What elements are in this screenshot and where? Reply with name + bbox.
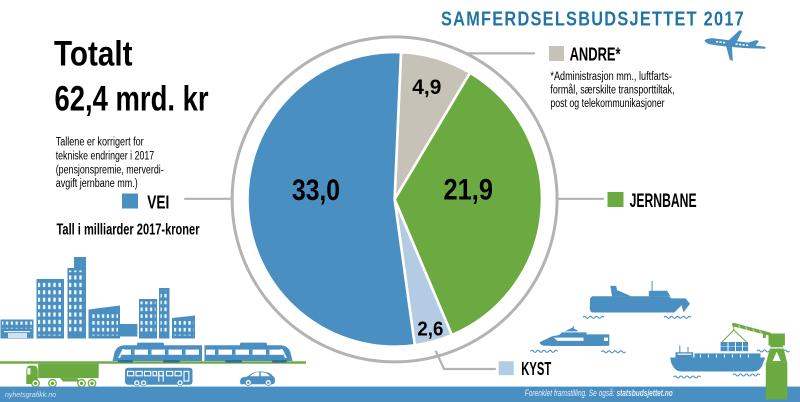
svg-text:2,6: 2,6	[417, 318, 443, 341]
svg-text:nyhetsgrafikk.no: nyhetsgrafikk.no	[5, 390, 56, 399]
svg-text:VEI: VEI	[147, 191, 169, 212]
svg-text:33,0: 33,0	[292, 174, 340, 207]
svg-text:post og telekommunikasjoner: post og telekommunikasjoner	[550, 98, 664, 110]
svg-text:SAMFERDSELSBUDSJETTET 2017: SAMFERDSELSBUDSJETTET 2017	[441, 7, 745, 30]
svg-text:tekniske endringer i 2017: tekniske endringer i 2017	[56, 151, 155, 163]
svg-text:21,9: 21,9	[444, 173, 494, 206]
svg-text:JERNBANE: JERNBANE	[630, 191, 697, 212]
svg-text:4,9: 4,9	[412, 75, 441, 99]
svg-text:(pensjonspremie, merverdi-: (pensjonspremie, merverdi-	[56, 164, 164, 176]
svg-text:ANDRE*: ANDRE*	[570, 45, 621, 65]
svg-text:Tallene er korrigert for: Tallene er korrigert for	[56, 137, 144, 149]
svg-text:Totalt: Totalt	[54, 35, 133, 74]
svg-text:KYST: KYST	[521, 359, 551, 379]
svg-text:avgift jernbane mm.): avgift jernbane mm.)	[56, 178, 138, 190]
svg-text:62,4 mrd. kr: 62,4 mrd. kr	[55, 80, 209, 119]
svg-text:Forenklet framstilling. Se ogs: Forenklet framstilling. Se også: statsbu…	[525, 388, 673, 398]
svg-text:Tall i milliarder 2017-kroner: Tall i milliarder 2017-kroner	[57, 222, 200, 239]
svg-text:formål, særskilte transporttil: formål, særskilte transporttiltak,	[550, 84, 674, 96]
svg-text:*Administrasjon mm., luftfarts: *Administrasjon mm., luftfarts-	[550, 71, 672, 83]
